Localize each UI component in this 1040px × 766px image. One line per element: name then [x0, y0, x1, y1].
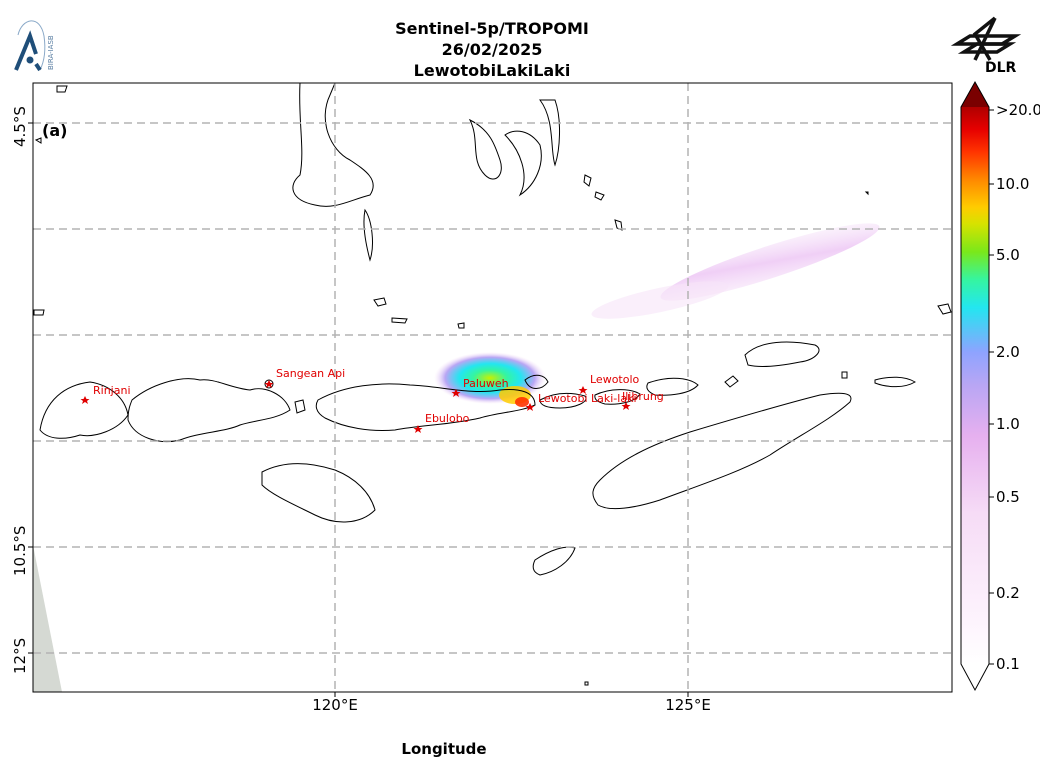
no-data-region [33, 545, 62, 692]
volcano-marker-ebulobo [413, 425, 423, 433]
colorbar-tick-2: 2.0 [996, 343, 1020, 361]
title-volcano: LewotobiLakiLaki [413, 61, 571, 80]
colorbar-tick-0-5: 0.5 [996, 488, 1020, 506]
dlr-logo-text: DLR [985, 60, 1017, 76]
volcano-marker-lewotolo [578, 386, 588, 394]
volcano-marker-rinjani [80, 396, 90, 404]
volcano-label-rinjani: Rinjani [93, 384, 131, 397]
lat-label-10-5s: 10.5°S [11, 525, 29, 576]
volcano-marker-ilibrung [621, 402, 631, 410]
volcano-marker-lewotobi [525, 403, 535, 411]
volcano-label-paluweh: Paluweh [463, 377, 509, 390]
so2-plume-peak [515, 397, 529, 407]
so2-drift-plume [660, 223, 880, 301]
colorbar-body [961, 107, 989, 664]
dlr-logo [950, 16, 1022, 61]
colorbar-tick-0-2: 0.2 [996, 584, 1020, 602]
bira-iasb-logo [14, 20, 46, 72]
colorbar-extend-low [961, 664, 989, 690]
gridlines [33, 83, 952, 692]
colorbar [960, 80, 994, 692]
volcano-label-ebulobo: Ebulobo [425, 412, 470, 425]
colorbar-tick-0-1: 0.1 [996, 655, 1020, 673]
volcano-label-ilibrung: Ilibrung [622, 390, 664, 403]
lon-label-125e: 125°E [665, 696, 711, 714]
x-axis-label: Longitude [401, 740, 487, 758]
volcano-marker-sangean-api [264, 380, 274, 388]
title-date: 26/02/2025 [441, 40, 543, 59]
volcano-markers [80, 380, 631, 433]
coastlines [33, 83, 952, 686]
colorbar-extend-high [961, 82, 989, 107]
lon-label-120e: 120°E [312, 696, 358, 714]
colorbar-tick-5: 5.0 [996, 246, 1020, 264]
volcano-label-lewotolo: Lewotolo [590, 373, 640, 386]
colorbar-tick-10: 10.0 [996, 175, 1030, 193]
colorbar-tick-1: 1.0 [996, 415, 1020, 433]
colorbar-tick-20: >20.0 [996, 101, 1040, 119]
map-border [32, 82, 953, 693]
title-instrument: Sentinel-5p/TROPOMI [395, 19, 589, 38]
panel-label: (a) [42, 121, 68, 140]
volcano-marker-paluweh [451, 389, 461, 397]
volcano-label-sangean-api: Sangean Api [276, 367, 345, 380]
lat-label-4-5s: 4.5°S [11, 106, 29, 147]
lat-label-12s: 12°S [11, 637, 29, 674]
axis-ticks [28, 122, 689, 697]
so2-faint-plume [591, 281, 729, 319]
volcano-label-lewotobi: Lewotobi Laki-laki [538, 392, 637, 405]
bira-iasb-logo-text: BIRA-IASB [47, 35, 55, 70]
